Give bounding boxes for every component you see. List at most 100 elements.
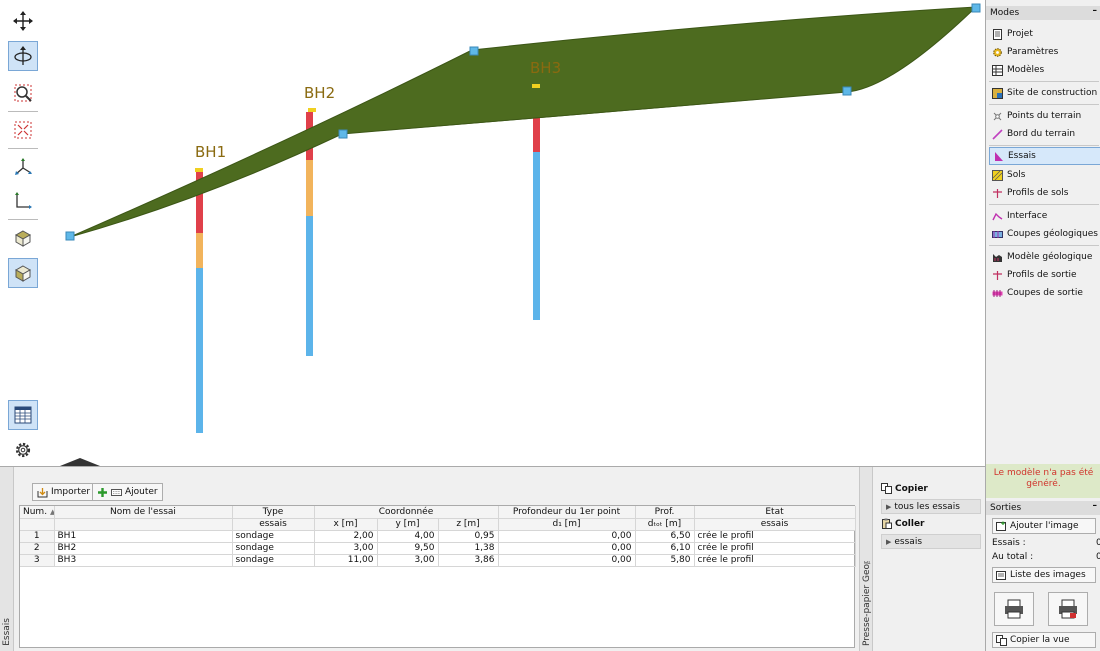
- mode-essais[interactable]: Essais: [989, 147, 1100, 165]
- cell-z: 3,86: [438, 554, 499, 567]
- column-subheader-prof: dₜₒₜ [m]: [635, 518, 695, 531]
- add-image-button[interactable]: Ajouter l'image: [992, 518, 1096, 534]
- view-toolbar: [0, 0, 52, 465]
- soil-layer-blue: [196, 268, 203, 433]
- import-button-label: Importer: [51, 487, 91, 497]
- column-subheader-num: [20, 518, 55, 531]
- cell-type: sondage: [232, 554, 315, 567]
- settings-icon[interactable]: [8, 435, 38, 465]
- tests-panel-tab[interactable]: Essais: [0, 467, 14, 651]
- borehole-label: BH1: [195, 143, 227, 161]
- copy-all-tests-item[interactable]: ▶ tous les essais: [881, 499, 981, 514]
- soil-layer-blue: [306, 216, 313, 356]
- table-row[interactable]: 1 BH1 sondage 2,00 4,00 0,95 0,00 6,50 c…: [20, 530, 856, 543]
- print-button[interactable]: [994, 592, 1034, 626]
- terrain-point: [338, 129, 348, 139]
- outputs-title: Sorties: [990, 503, 1022, 513]
- axes-2d-icon[interactable]: [8, 186, 38, 216]
- mode-profils-de-sortie[interactable]: Profils de sortie: [989, 266, 1100, 284]
- cell-d1: 0,00: [498, 542, 636, 555]
- column-header-num-label: Num.: [23, 506, 48, 517]
- mode-projet[interactable]: Projet: [989, 25, 1100, 43]
- column-header-name[interactable]: Nom de l'essai: [54, 506, 233, 519]
- mode-interface[interactable]: Interface: [989, 207, 1100, 225]
- table-icon[interactable]: [8, 400, 38, 430]
- mode-coupes-de-sortie[interactable]: Coupes de sortie: [989, 284, 1100, 302]
- outputs-panel-title: Sorties –: [986, 501, 1100, 515]
- import-button[interactable]: Importer: [32, 483, 96, 501]
- terrain-points-icon: [993, 112, 1002, 120]
- minimize-icon[interactable]: –: [1092, 501, 1098, 511]
- table-row[interactable]: 2 BH2 sondage 3,00 9,50 1,38 0,00 6,10 c…: [20, 542, 856, 555]
- column-header-coordinate[interactable]: Coordonnée: [314, 506, 499, 519]
- rotate-icon[interactable]: [8, 41, 38, 71]
- modes-separator: [989, 81, 1099, 82]
- soil-layer-orange: [306, 160, 313, 216]
- tests-panel: Essais Importer Ajouter Num. ▲: [0, 466, 985, 651]
- mode-coupes-geologiques[interactable]: Coupes géologiques: [989, 225, 1100, 243]
- column-subheader-y: y [m]: [377, 518, 439, 531]
- clipboard-panel-tab[interactable]: Presse-papier Geo™: [859, 467, 873, 651]
- copy-button[interactable]: Copier: [881, 483, 928, 494]
- cell-dtot: 6,50: [635, 530, 695, 543]
- mode-sols[interactable]: Sols: [989, 166, 1100, 184]
- mode-bord-du-terrain[interactable]: Bord du terrain: [989, 125, 1100, 143]
- zoom-window-icon[interactable]: [8, 78, 38, 108]
- move-icon[interactable]: [8, 6, 38, 36]
- mode-label: Profils de sortie: [1007, 270, 1077, 280]
- tests-icon: [995, 151, 1003, 161]
- column-subheader-depth1: d₁ [m]: [498, 518, 636, 531]
- mode-modele-geologique[interactable]: Modèle géologique: [989, 248, 1100, 266]
- copy-label: Copier: [895, 483, 928, 494]
- mode-parametres[interactable]: Paramètres: [989, 43, 1100, 61]
- panel-splitter-handle[interactable]: [60, 458, 100, 466]
- paste-label: Coller: [895, 518, 925, 529]
- soil-layer-orange: [196, 233, 203, 268]
- column-header-prof[interactable]: Prof.: [635, 506, 695, 519]
- clipboard-panel: Copier ▶ tous les essais Coller ▶ essais: [873, 467, 985, 651]
- zoom-extents-icon[interactable]: [8, 115, 38, 145]
- borehole-marker: [195, 168, 203, 172]
- paste-button[interactable]: Coller: [881, 518, 925, 529]
- minimize-icon[interactable]: –: [1092, 6, 1098, 16]
- paste-tests-item[interactable]: ▶ essais: [881, 534, 981, 549]
- terrain-point: [842, 86, 852, 96]
- mode-label: Paramètres: [1007, 47, 1059, 57]
- interface-icon: [992, 212, 1003, 220]
- column-header-etat[interactable]: Etat: [694, 506, 856, 519]
- cell-name: BH1: [54, 530, 233, 543]
- column-header-type[interactable]: Type: [232, 506, 315, 519]
- keyboard-icon: [111, 488, 122, 496]
- mode-profils-de-sols[interactable]: Profils de sols: [989, 184, 1100, 202]
- image-list-icon: [996, 570, 1006, 580]
- column-header-num[interactable]: Num. ▲: [20, 506, 55, 519]
- tests-table: Num. ▲ Nom de l'essai Type Coordonnée Pr…: [19, 505, 856, 648]
- mode-label: Coupes de sortie: [1007, 288, 1083, 298]
- mode-modeles[interactable]: Modèles: [989, 61, 1100, 79]
- cell-x: 3,00: [314, 542, 378, 555]
- top-view-icon[interactable]: [8, 223, 38, 253]
- column-header-depth1[interactable]: Profondeur du 1er point: [498, 506, 636, 519]
- add-image-icon: [996, 521, 1006, 531]
- cell-type: sondage: [232, 530, 315, 543]
- mode-points-du-terrain[interactable]: Points du terrain: [989, 107, 1100, 125]
- copy-view-button[interactable]: Copier la vue: [992, 632, 1096, 648]
- copy-view-label: Copier la vue: [1010, 635, 1070, 645]
- iso-view-icon[interactable]: [8, 258, 38, 288]
- modes-panel-title: Modes –: [986, 6, 1100, 20]
- mode-label: Projet: [1007, 29, 1033, 39]
- cell-y: 9,50: [377, 542, 439, 555]
- cell-dtot: 5,80: [635, 554, 695, 567]
- 3d-viewport[interactable]: BH1 BH2 BH3: [52, 0, 985, 463]
- image-list-button[interactable]: Liste des images: [992, 567, 1096, 583]
- add-button[interactable]: Ajouter: [92, 483, 163, 501]
- mode-label: Sols: [1007, 170, 1026, 180]
- table-row[interactable]: 3 BH3 sondage 11,00 3,00 3,86 0,00 5,80 …: [20, 554, 856, 567]
- toolbar-separator: [8, 111, 38, 112]
- cell-num: 1: [20, 530, 55, 543]
- axes-3d-icon[interactable]: [8, 152, 38, 182]
- mode-label: Profils de sols: [1007, 188, 1069, 198]
- cell-x: 11,00: [314, 554, 378, 567]
- print-export-button[interactable]: [1048, 592, 1088, 626]
- mode-site-de-construction[interactable]: Site de construction: [989, 84, 1100, 102]
